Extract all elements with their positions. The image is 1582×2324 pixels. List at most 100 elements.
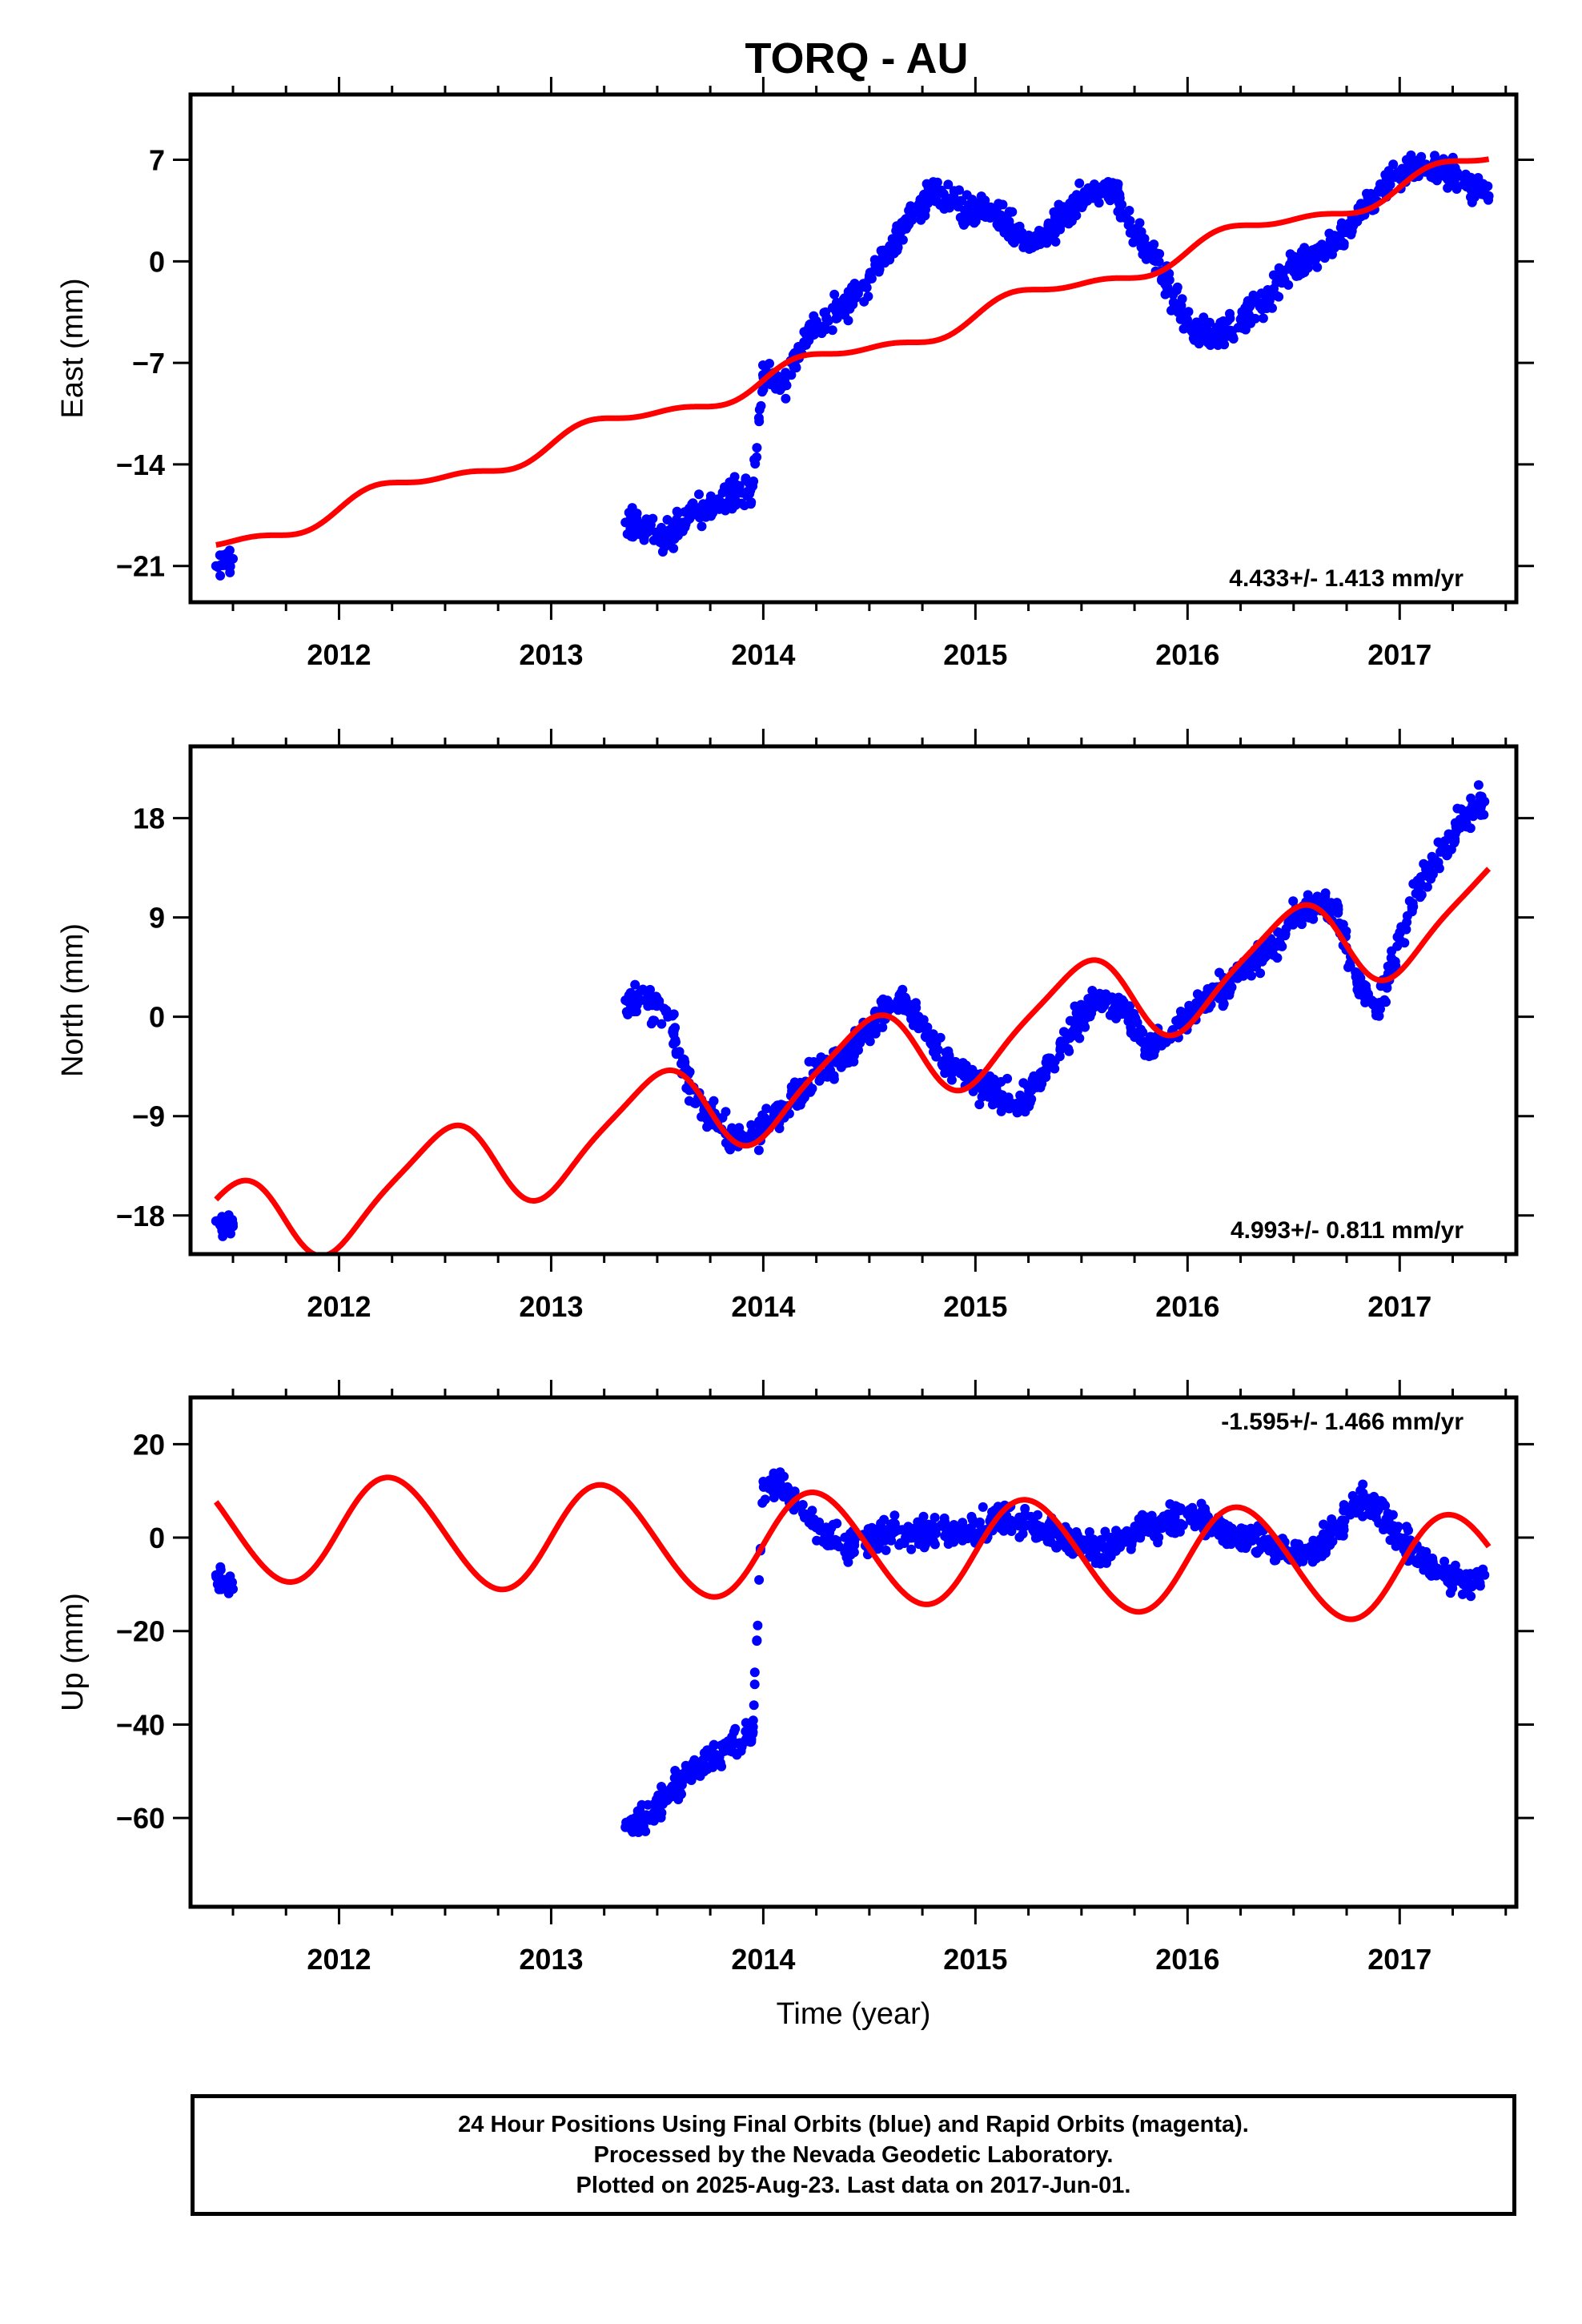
north-x-tick-label: 2012	[307, 1290, 371, 1323]
up-data-point	[899, 1538, 909, 1548]
north-data-point	[1331, 901, 1341, 911]
north-data-point	[1193, 989, 1203, 999]
up-data-point	[1367, 1494, 1378, 1504]
up-data-point	[908, 1524, 918, 1534]
up-data-point	[867, 1522, 877, 1533]
east-data-point	[906, 213, 917, 223]
east-data-point	[1375, 179, 1385, 189]
north-x-tick-label: 2014	[731, 1290, 795, 1323]
up-data-point	[812, 1535, 822, 1546]
north-data-point	[1359, 979, 1370, 990]
east-data-point	[1002, 220, 1013, 230]
up-data-point	[684, 1766, 694, 1776]
east-data-point	[669, 520, 680, 530]
up-data-point	[1419, 1565, 1429, 1575]
up-data-point	[801, 1509, 811, 1519]
up-x-axis-title: Time (year)	[777, 1997, 931, 2031]
east-y-tick-label: −21	[116, 550, 165, 583]
east-data-point	[994, 222, 1004, 232]
east-data-point	[1289, 251, 1299, 262]
east-data-point	[1162, 284, 1173, 295]
up-data-point	[958, 1518, 968, 1528]
east-data-point	[228, 553, 238, 564]
north-x-tick-label: 2013	[519, 1290, 583, 1323]
east-data-point	[1074, 178, 1085, 188]
north-data-point	[926, 1032, 936, 1042]
east-data-point	[870, 259, 881, 270]
east-data-point	[1071, 190, 1082, 200]
north-data-point	[941, 1047, 951, 1058]
up-data-point	[797, 1500, 808, 1510]
east-data-point	[801, 328, 811, 339]
up-data-point	[845, 1528, 856, 1538]
up-data-point	[1319, 1545, 1329, 1555]
up-data-point	[705, 1752, 716, 1763]
north-data-point	[814, 1076, 825, 1086]
up-data-point	[1014, 1532, 1025, 1542]
north-data-point	[1423, 871, 1433, 882]
north-rate-label: 4.993+/- 0.811 mm/yr	[1231, 1217, 1464, 1244]
up-data-point	[1140, 1523, 1150, 1534]
up-data-point	[930, 1539, 940, 1550]
up-axes-layer: 2012 2013 2014 2015 2016 2017 −60 −40 −20 0 20 Up (…	[56, 1380, 1534, 2031]
up-data-point	[885, 1528, 896, 1538]
north-data-point	[1122, 1008, 1132, 1019]
up-data-point	[949, 1528, 959, 1538]
up-data-point	[843, 1557, 853, 1567]
north-data-point	[896, 990, 906, 1000]
north-data-point	[652, 1001, 662, 1011]
east-y-tick-label: −7	[132, 347, 165, 380]
up-y-tick-label: −20	[116, 1615, 165, 1648]
north-y-tick-label: −9	[132, 1100, 165, 1133]
east-data-point	[685, 503, 694, 513]
east-data-point	[833, 307, 844, 317]
east-data-point	[1152, 248, 1162, 259]
up-data-point	[627, 1814, 637, 1824]
north-data-point	[978, 1084, 987, 1095]
north-data-point	[968, 1086, 978, 1096]
north-data-point	[1353, 987, 1363, 997]
east-data-point	[793, 342, 804, 352]
up-data-point	[1102, 1558, 1111, 1568]
east-data-point	[1274, 292, 1284, 302]
up-data-point	[729, 1727, 739, 1737]
up-data-point	[1084, 1527, 1094, 1537]
north-data-point	[1145, 1031, 1155, 1042]
north-data-point	[1078, 1019, 1089, 1030]
up-data-point	[1246, 1533, 1256, 1542]
up-x-tick-label: 2016	[1155, 1943, 1219, 1976]
east-data-point	[949, 198, 959, 208]
up-x-tick-label: 2017	[1367, 1943, 1431, 1976]
up-data-point	[1267, 1542, 1278, 1552]
up-data-point	[752, 1635, 762, 1646]
north-data-point	[1077, 1003, 1087, 1014]
footer-line-1: 24 Hour Positions Using Final Orbits (bl…	[458, 2112, 1249, 2137]
up-data-point	[1195, 1520, 1205, 1530]
north-data-point	[1379, 995, 1390, 1005]
east-data-point	[1443, 183, 1453, 193]
east-data-point	[1077, 203, 1087, 212]
east-data-point	[1258, 313, 1268, 324]
up-data-point	[921, 1532, 931, 1542]
east-data-point	[215, 570, 226, 581]
up-data-point	[656, 1807, 667, 1818]
up-y-tick-label: 0	[149, 1522, 165, 1554]
north-axes-layer: 2012 2013 2014 2015 2016 2017 −18 −9 0 9 18 North (…	[56, 729, 1534, 1323]
up-data-point	[749, 1667, 760, 1678]
north-data-point	[685, 1067, 695, 1077]
east-data-point	[735, 488, 745, 498]
east-data-point	[694, 489, 704, 500]
east-data-point	[662, 515, 673, 525]
east-data-point	[1050, 236, 1061, 247]
east-data-point	[779, 380, 789, 390]
north-data-point	[753, 1145, 764, 1156]
up-data-point	[1352, 1495, 1363, 1506]
east-data-point	[706, 511, 717, 521]
east-data-point	[864, 271, 874, 281]
east-data-point	[967, 195, 978, 205]
east-model-line	[214, 156, 1491, 548]
up-data-point	[1339, 1515, 1350, 1526]
north-data-point	[1469, 809, 1480, 819]
east-data-point	[1215, 328, 1225, 339]
east-data-point	[1388, 159, 1399, 170]
